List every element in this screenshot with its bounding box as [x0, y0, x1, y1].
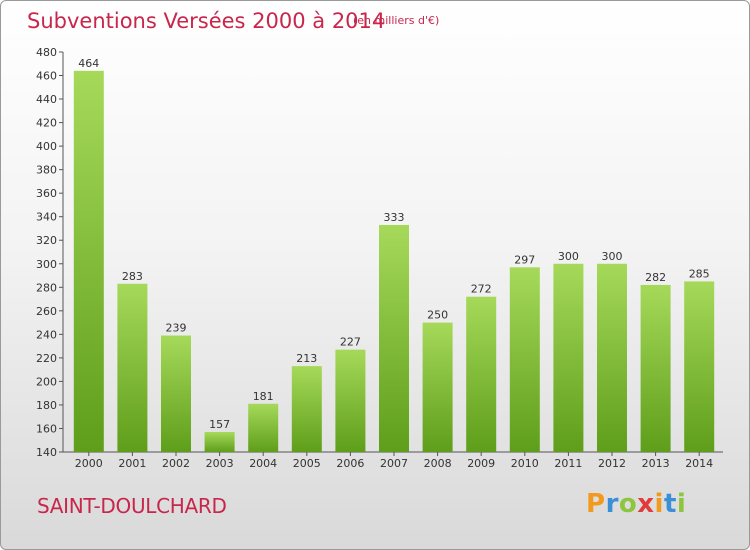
bar-2008	[422, 322, 453, 452]
y-tick-label: 440	[36, 93, 57, 106]
x-tick-label: 2014	[685, 457, 713, 470]
bar-2000	[73, 70, 104, 452]
x-tick-label: 2000	[75, 457, 103, 470]
y-tick-label: 360	[36, 187, 57, 200]
y-tick-label: 260	[36, 305, 57, 318]
bar-2014	[684, 281, 715, 452]
commune-name: SAINT-DOULCHARD	[37, 494, 227, 518]
bar-2001	[117, 283, 148, 452]
data-label: 181	[253, 390, 274, 403]
bars: 464 283 239 157 181 213 227 333 250 272 297 300 300 2…	[73, 57, 715, 452]
data-label: 157	[209, 418, 230, 431]
data-label: 333	[384, 211, 405, 224]
bar-2009	[466, 296, 497, 452]
y-tick-label: 180	[36, 399, 57, 412]
x-tick-label: 2002	[162, 457, 190, 470]
x-tick-label: 2012	[598, 457, 626, 470]
y-tick-label: 420	[36, 117, 57, 130]
x-tick-label: 2010	[511, 457, 539, 470]
logo-letter: i	[654, 489, 664, 519]
y-tick-label: 240	[36, 328, 57, 341]
chart-title: Subventions Versées 2000 à 2014	[27, 9, 386, 33]
bar-2013	[640, 284, 671, 452]
bar-2006	[335, 349, 366, 452]
logo-letter: i	[676, 489, 687, 519]
bar-2011	[553, 263, 584, 452]
axes: 140 160 180 200 220 240 260 280 300 320 340 360 380 4…	[36, 46, 723, 470]
data-label: 282	[645, 271, 666, 284]
data-label: 272	[471, 283, 492, 296]
y-tick-label: 380	[36, 164, 57, 177]
y-tick-label: 220	[36, 352, 57, 365]
proxiti-logo[interactable]: Proxiti	[586, 489, 686, 519]
y-tick-label: 400	[36, 140, 57, 153]
logo-letter: x	[637, 489, 655, 519]
bar-2007	[379, 224, 409, 452]
data-label: 213	[296, 352, 317, 365]
bar-2004	[248, 403, 279, 452]
x-tick-label: 2011	[554, 457, 582, 470]
bar-2005	[291, 366, 322, 452]
data-label: 300	[558, 250, 579, 263]
y-tick-label: 140	[36, 446, 57, 459]
logo-letter: P	[586, 489, 606, 519]
bar-2012	[597, 263, 627, 452]
y-tick-label: 460	[36, 70, 57, 83]
x-tick-label: 2003	[206, 457, 234, 470]
y-tick-label: 280	[36, 281, 57, 294]
x-tick-label: 2013	[642, 457, 670, 470]
y-tick-label: 320	[36, 234, 57, 247]
bar-2010	[509, 267, 540, 452]
logo-letter: r	[605, 489, 619, 519]
data-label: 464	[78, 57, 99, 70]
bar-2003	[204, 432, 235, 452]
logo-letter: t	[663, 489, 677, 519]
data-label: 250	[427, 309, 448, 322]
x-tick-label: 2006	[336, 457, 364, 470]
data-label: 300	[602, 250, 623, 263]
x-tick-label: 2001	[118, 457, 146, 470]
bar-2002	[161, 335, 191, 452]
chart-subtitle: (en milliers d'€)	[353, 14, 440, 27]
data-label: 297	[514, 253, 535, 266]
x-tick-label: 2009	[467, 457, 495, 470]
x-tick-label: 2004	[249, 457, 277, 470]
y-tick-label: 300	[36, 258, 57, 271]
y-tick-label: 480	[36, 46, 57, 59]
data-label: 239	[166, 322, 187, 335]
data-label: 285	[689, 267, 710, 280]
y-tick-label: 340	[36, 211, 57, 224]
x-tick-label: 2007	[380, 457, 408, 470]
x-tick-label: 2005	[293, 457, 321, 470]
logo-letter: o	[618, 489, 638, 519]
x-tick-label: 2008	[424, 457, 452, 470]
data-label: 227	[340, 336, 361, 349]
y-tick-label: 200	[36, 375, 57, 388]
data-label: 283	[122, 270, 143, 283]
y-tick-label: 160	[36, 422, 57, 435]
